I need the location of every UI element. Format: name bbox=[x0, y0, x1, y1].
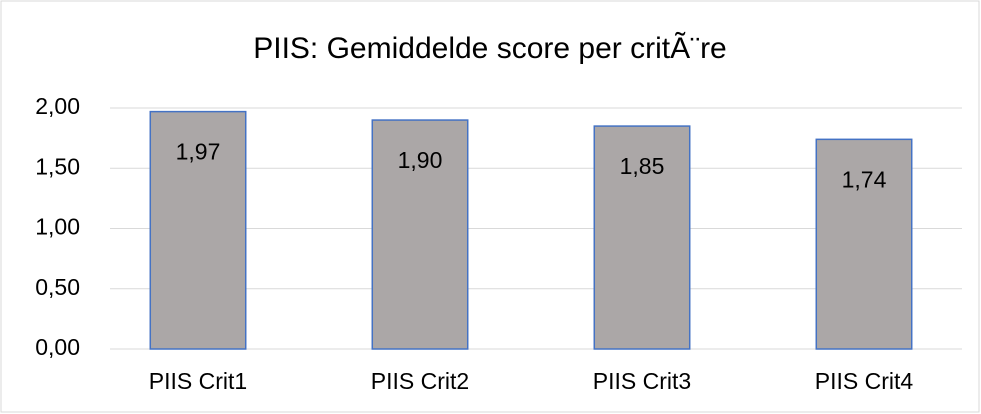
chart-title: PIIS: Gemiddelde score per critÃ¨re bbox=[253, 31, 727, 65]
x-tick-label: PIIS Crit1 bbox=[149, 368, 247, 394]
data-label: 1,97 bbox=[176, 139, 221, 165]
y-tick-label: 0,50 bbox=[35, 274, 80, 300]
y-tick-label: 1,50 bbox=[35, 153, 80, 179]
y-tick-label: 1,00 bbox=[35, 214, 80, 240]
x-tick-label: PIIS Crit4 bbox=[815, 368, 914, 394]
bar bbox=[149, 110, 247, 350]
data-label: 1,90 bbox=[398, 147, 443, 173]
data-label: 1,74 bbox=[842, 166, 887, 192]
bar bbox=[371, 119, 469, 350]
bar bbox=[593, 125, 691, 350]
x-tick-label: PIIS Crit2 bbox=[371, 368, 469, 394]
data-label: 1,85 bbox=[620, 153, 665, 179]
y-tick-label: 2,00 bbox=[35, 93, 80, 119]
x-tick-label: PIIS Crit3 bbox=[593, 368, 691, 394]
bar bbox=[815, 138, 913, 350]
y-tick-label: 0,00 bbox=[35, 334, 80, 360]
